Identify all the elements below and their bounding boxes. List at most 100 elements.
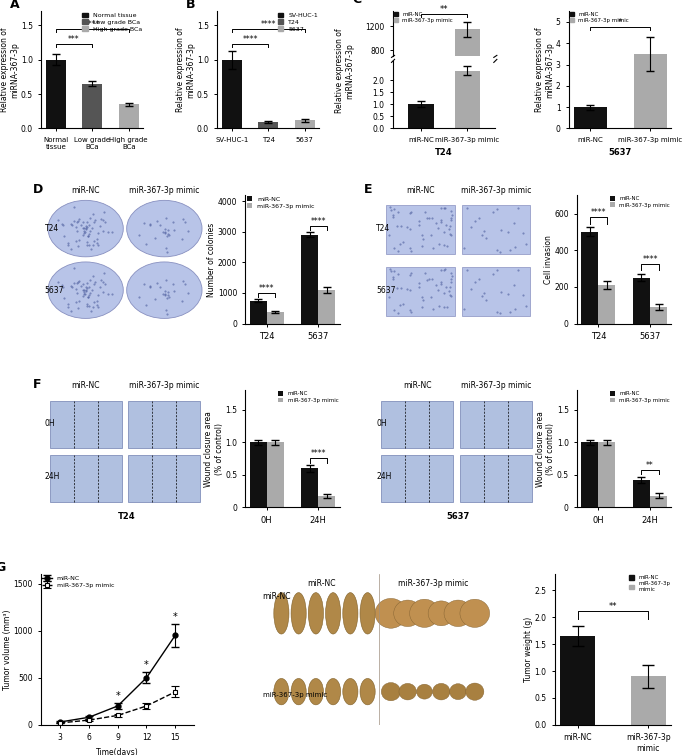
FancyBboxPatch shape	[462, 205, 530, 254]
Legend: miR-NC, miR-367-3p mimic: miR-NC, miR-367-3p mimic	[394, 12, 453, 23]
Text: C: C	[352, 0, 361, 6]
Text: miR-NC: miR-NC	[307, 578, 335, 587]
FancyBboxPatch shape	[128, 455, 200, 501]
Text: F: F	[33, 378, 41, 391]
Text: T24: T24	[45, 224, 59, 233]
Legend: miR-NC, miR-367-3p mimic: miR-NC, miR-367-3p mimic	[42, 575, 114, 588]
Ellipse shape	[375, 599, 407, 628]
Ellipse shape	[342, 593, 358, 634]
Bar	[633, 278, 650, 324]
Text: ****: ****	[260, 20, 276, 29]
Y-axis label: Wound closure area
(% of control): Wound closure area (% of control)	[204, 411, 223, 487]
Y-axis label: Relative expression of
miRNA-367-3p: Relative expression of miRNA-367-3p	[176, 28, 195, 112]
Bar	[408, 104, 434, 128]
Bar	[631, 676, 666, 725]
Text: B: B	[186, 0, 196, 11]
Bar	[650, 496, 667, 507]
Bar	[582, 232, 599, 324]
Bar	[82, 84, 102, 128]
Text: miR-367-3p mimic: miR-367-3p mimic	[129, 186, 199, 196]
FancyBboxPatch shape	[386, 205, 455, 254]
Ellipse shape	[308, 593, 323, 634]
Text: T24: T24	[118, 512, 136, 521]
FancyBboxPatch shape	[382, 455, 453, 501]
Bar	[266, 442, 284, 507]
Bar	[560, 636, 595, 725]
Ellipse shape	[360, 679, 375, 705]
Y-axis label: Number of colonies: Number of colonies	[208, 222, 216, 297]
Text: T24: T24	[376, 224, 390, 233]
Text: miR-367-3p mimic: miR-367-3p mimic	[461, 381, 532, 390]
FancyBboxPatch shape	[49, 401, 121, 448]
Bar	[319, 496, 336, 507]
Text: A: A	[10, 0, 20, 11]
Legend: miR-NC, miR-367-3p
mimic: miR-NC, miR-367-3p mimic	[629, 575, 670, 592]
Bar	[455, 29, 480, 98]
Bar	[633, 480, 650, 507]
Text: ****: ****	[590, 208, 606, 217]
Ellipse shape	[382, 683, 401, 701]
Text: miR-367-3p mimic: miR-367-3p mimic	[263, 692, 327, 698]
Text: ****: ****	[310, 449, 326, 458]
Bar	[582, 442, 599, 507]
Bar	[266, 312, 284, 324]
Ellipse shape	[460, 599, 490, 627]
Y-axis label: Relative expression of
miRNA-367-3p: Relative expression of miRNA-367-3p	[335, 29, 354, 113]
Text: *: *	[173, 612, 177, 621]
FancyBboxPatch shape	[128, 401, 200, 448]
Text: **: **	[440, 5, 449, 14]
Legend: miR-NC, miR-367-3p mimic: miR-NC, miR-367-3p mimic	[278, 391, 338, 402]
Text: miR-367-3p mimic: miR-367-3p mimic	[398, 578, 468, 587]
X-axis label: 5637: 5637	[608, 149, 632, 157]
Text: 0H: 0H	[45, 418, 55, 427]
Bar	[301, 235, 319, 324]
Legend: SV-HUC-1, T24, 5637: SV-HUC-1, T24, 5637	[277, 13, 318, 32]
Ellipse shape	[325, 679, 340, 705]
Ellipse shape	[308, 679, 323, 705]
Ellipse shape	[274, 679, 289, 705]
FancyBboxPatch shape	[462, 267, 530, 316]
Text: ****: ****	[643, 255, 658, 264]
Ellipse shape	[48, 262, 123, 319]
Legend: Normal tissue, Low grade BCa, High grade BCa: Normal tissue, Low grade BCa, High grade…	[82, 13, 142, 32]
FancyBboxPatch shape	[460, 401, 532, 448]
Bar	[301, 468, 319, 507]
Text: miR-NC: miR-NC	[263, 592, 291, 601]
Legend: miR-NC, miR-367-3p mimic: miR-NC, miR-367-3p mimic	[610, 196, 670, 208]
Bar	[573, 107, 607, 128]
Y-axis label: Relative expression of
miRNA-367-3p: Relative expression of miRNA-367-3p	[0, 28, 19, 112]
Ellipse shape	[48, 200, 123, 257]
Text: 5637: 5637	[376, 285, 396, 294]
Legend: miR-NC, miR-367-3p mimic: miR-NC, miR-367-3p mimic	[610, 391, 670, 402]
Text: 0H: 0H	[376, 418, 387, 427]
Ellipse shape	[432, 683, 450, 700]
Bar	[250, 300, 266, 324]
Text: miR-NC: miR-NC	[71, 186, 100, 196]
FancyBboxPatch shape	[382, 401, 453, 448]
Bar	[650, 307, 667, 324]
Bar	[455, 70, 480, 128]
Text: miR-NC: miR-NC	[403, 381, 432, 390]
Text: D: D	[33, 183, 42, 196]
FancyBboxPatch shape	[49, 455, 121, 501]
Text: miR-NC: miR-NC	[406, 186, 435, 196]
Y-axis label: Relative expression of
miRNA-367-3p: Relative expression of miRNA-367-3p	[535, 28, 554, 112]
Ellipse shape	[291, 593, 306, 634]
Text: miR-367-3p mimic: miR-367-3p mimic	[129, 381, 199, 390]
Text: 5637: 5637	[447, 512, 470, 521]
Text: **: **	[646, 461, 654, 470]
Text: miR-NC: miR-NC	[71, 381, 100, 390]
Y-axis label: Tumor volume (mm³): Tumor volume (mm³)	[3, 609, 12, 690]
X-axis label: T24: T24	[436, 149, 453, 157]
Ellipse shape	[274, 593, 289, 634]
X-axis label: Time(days): Time(days)	[97, 747, 139, 755]
Ellipse shape	[416, 684, 432, 699]
Bar	[258, 122, 278, 128]
Text: *: *	[115, 691, 120, 701]
Ellipse shape	[127, 200, 202, 257]
Ellipse shape	[466, 683, 484, 701]
Text: **: **	[609, 602, 617, 611]
Ellipse shape	[399, 683, 416, 700]
Ellipse shape	[291, 679, 306, 705]
Text: ****: ****	[310, 217, 326, 226]
